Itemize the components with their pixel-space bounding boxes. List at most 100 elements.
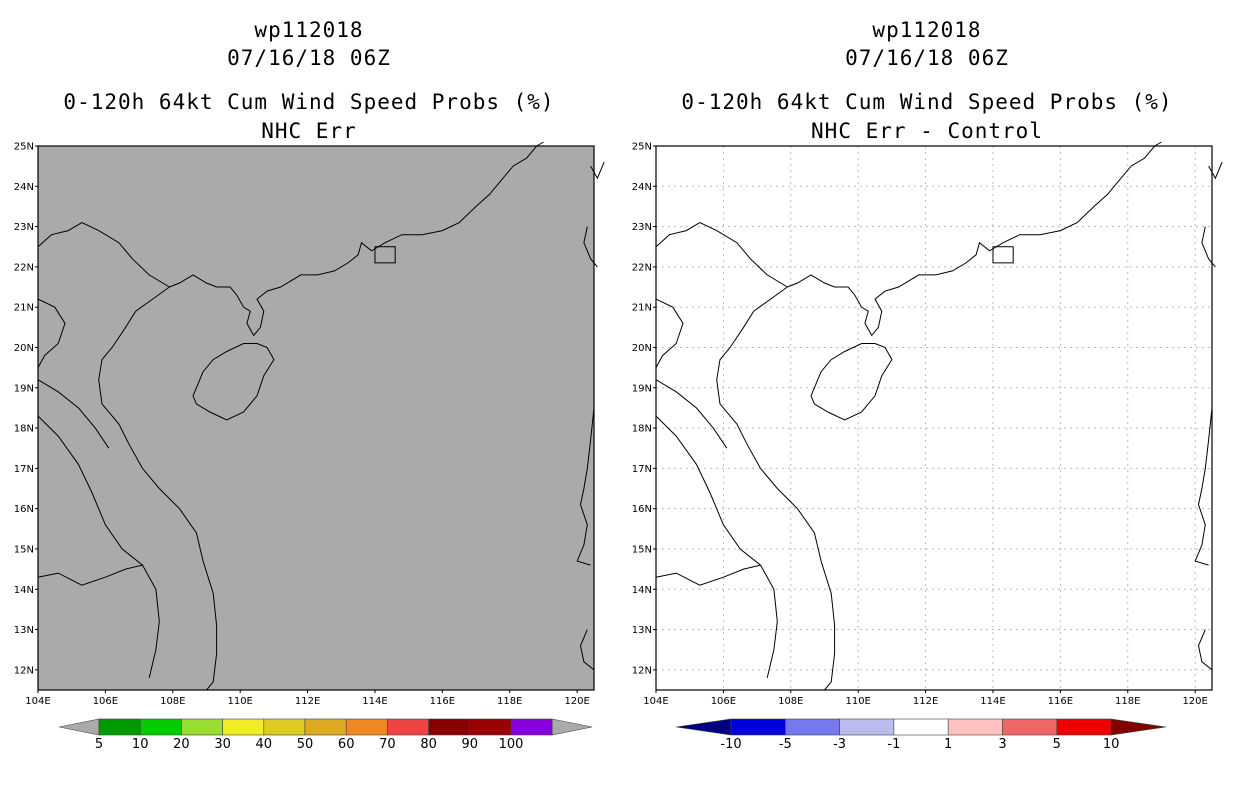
- y-tick-label: 22N: [14, 262, 34, 273]
- coastline: [37, 415, 160, 679]
- y-tick-label: 17N: [632, 464, 652, 475]
- x-tick-label: 110E: [227, 696, 252, 707]
- y-tick-label: 25N: [14, 142, 34, 153]
- colorbar-swatch: [345, 718, 388, 736]
- panel-subtitle: NHC Err: [261, 119, 357, 143]
- coastline: [98, 286, 218, 691]
- x-tick-label: 114E: [980, 696, 1005, 707]
- colorbar-swatch: [387, 718, 429, 736]
- product-title: 0-120h 64kt Cum Wind Speed Probs (%): [63, 90, 555, 114]
- y-tick-label: 14N: [632, 585, 652, 596]
- y-tick-label: 25N: [632, 142, 652, 153]
- colorbar-label: 50: [297, 737, 314, 752]
- y-tick-label: 14N: [14, 585, 34, 596]
- y-tick-label: 20N: [632, 343, 652, 354]
- colorbar-label: -3: [833, 737, 846, 752]
- hong-kong-box: [992, 246, 1014, 264]
- x-tick-label: 104E: [643, 696, 668, 707]
- x-tick-label: 106E: [711, 696, 736, 707]
- y-tick-label: 18N: [632, 424, 652, 435]
- y-tick-label: 13N: [632, 625, 652, 636]
- x-tick-label: 112E: [295, 696, 320, 707]
- colorbar-label: 100: [499, 737, 524, 752]
- map-background: [38, 146, 594, 690]
- x-tick-label: 106E: [93, 696, 118, 707]
- map-frame: [655, 145, 1213, 691]
- y-tick-label: 20N: [14, 343, 34, 354]
- colorbar-label: 10: [1103, 737, 1120, 752]
- colorbar-label: -10: [720, 737, 741, 752]
- x-tick-label: 108E: [160, 696, 185, 707]
- colorbar-swatch: [1002, 718, 1058, 736]
- y-tick-label: 12N: [14, 665, 34, 676]
- y-tick-label: 17N: [14, 464, 34, 475]
- y-tick-label: 19N: [14, 383, 34, 394]
- y-tick-label: 22N: [632, 262, 652, 273]
- y-tick-label: 12N: [632, 665, 652, 676]
- colorbar-label: 20: [173, 737, 190, 752]
- colorbar-swatch: [304, 718, 347, 736]
- colorbar-label: 30: [214, 737, 231, 752]
- coastline: [37, 379, 110, 449]
- storm-id: wp112018: [254, 18, 364, 42]
- y-tick-label: 16N: [14, 504, 34, 515]
- colorbar-label: 3: [998, 737, 1006, 752]
- coastline: [655, 415, 778, 679]
- panel-nhc-err-minus-control: wp112018 07/16/18 06Z 0-120h 64kt Cum Wi…: [618, 0, 1236, 800]
- x-tick-label: 114E: [362, 696, 387, 707]
- y-tick-label: 24N: [632, 182, 652, 193]
- colorbar-label: 5: [95, 737, 103, 752]
- valid-time: 07/16/18 06Z: [227, 46, 391, 70]
- colorbar-under-arrow: [675, 718, 732, 736]
- y-tick-label: 21N: [14, 303, 34, 314]
- colorbar-over-arrow: [551, 718, 593, 736]
- colorbar-over-arrow: [1110, 718, 1167, 736]
- coastline: [169, 141, 544, 337]
- x-tick-label: 116E: [1048, 696, 1073, 707]
- coastlines: [37, 141, 605, 691]
- coastline: [655, 564, 761, 586]
- colorbar-swatch: [730, 718, 786, 736]
- coastline: [655, 298, 684, 368]
- map-background: [656, 146, 1212, 690]
- colorbar: -10 -5 -3 -1 1 3 5 10: [675, 718, 1167, 752]
- coastline: [655, 379, 728, 449]
- coastline: [579, 629, 595, 671]
- colorbar-under-arrow: [58, 718, 100, 736]
- coastline: [590, 161, 605, 180]
- product-title: 0-120h 64kt Cum Wind Speed Probs (%): [681, 90, 1173, 114]
- coastline: [37, 564, 143, 586]
- colorbar-swatch: [263, 718, 306, 736]
- map-frame: [37, 145, 595, 691]
- y-tick-label: 21N: [632, 303, 652, 314]
- x-tick-label: 108E: [778, 696, 803, 707]
- colorbar-swatch: [139, 718, 182, 736]
- coastline: [787, 141, 1162, 337]
- y-tick-label: 24N: [14, 182, 34, 193]
- coastline: [716, 286, 836, 691]
- colorbar-swatch: [947, 718, 1003, 736]
- hong-kong-box: [374, 246, 396, 264]
- colorbar-label: 60: [338, 737, 355, 752]
- colorbar-label: -1: [887, 737, 900, 752]
- map-nhc-err-minus-control: 104E 106E 108E 110E 112E 114E 116E 118E 120E 12N 1…: [632, 141, 1223, 752]
- colorbar-swatch: [839, 718, 895, 736]
- colorbar-swatch: [1056, 718, 1112, 736]
- colorbar-swatch: [428, 718, 471, 736]
- coastline: [655, 222, 788, 288]
- x-tick-label: 118E: [497, 696, 522, 707]
- coastline: [37, 298, 66, 368]
- colorbar-label: -5: [779, 737, 792, 752]
- x-tick-label: 110E: [845, 696, 870, 707]
- colorbar-swatch: [469, 718, 512, 736]
- x-tick-label: 118E: [1115, 696, 1140, 707]
- colorbar-label: 90: [462, 737, 479, 752]
- x-tick-label: 120E: [1182, 696, 1207, 707]
- colorbar-swatch: [785, 718, 840, 736]
- y-tick-label: 23N: [14, 222, 34, 233]
- colorbar-label: 1: [944, 737, 952, 752]
- x-tick-label: 116E: [430, 696, 455, 707]
- x-tick-label: 104E: [25, 696, 50, 707]
- y-tick-label: 15N: [632, 544, 652, 555]
- y-tick-label: 16N: [632, 504, 652, 515]
